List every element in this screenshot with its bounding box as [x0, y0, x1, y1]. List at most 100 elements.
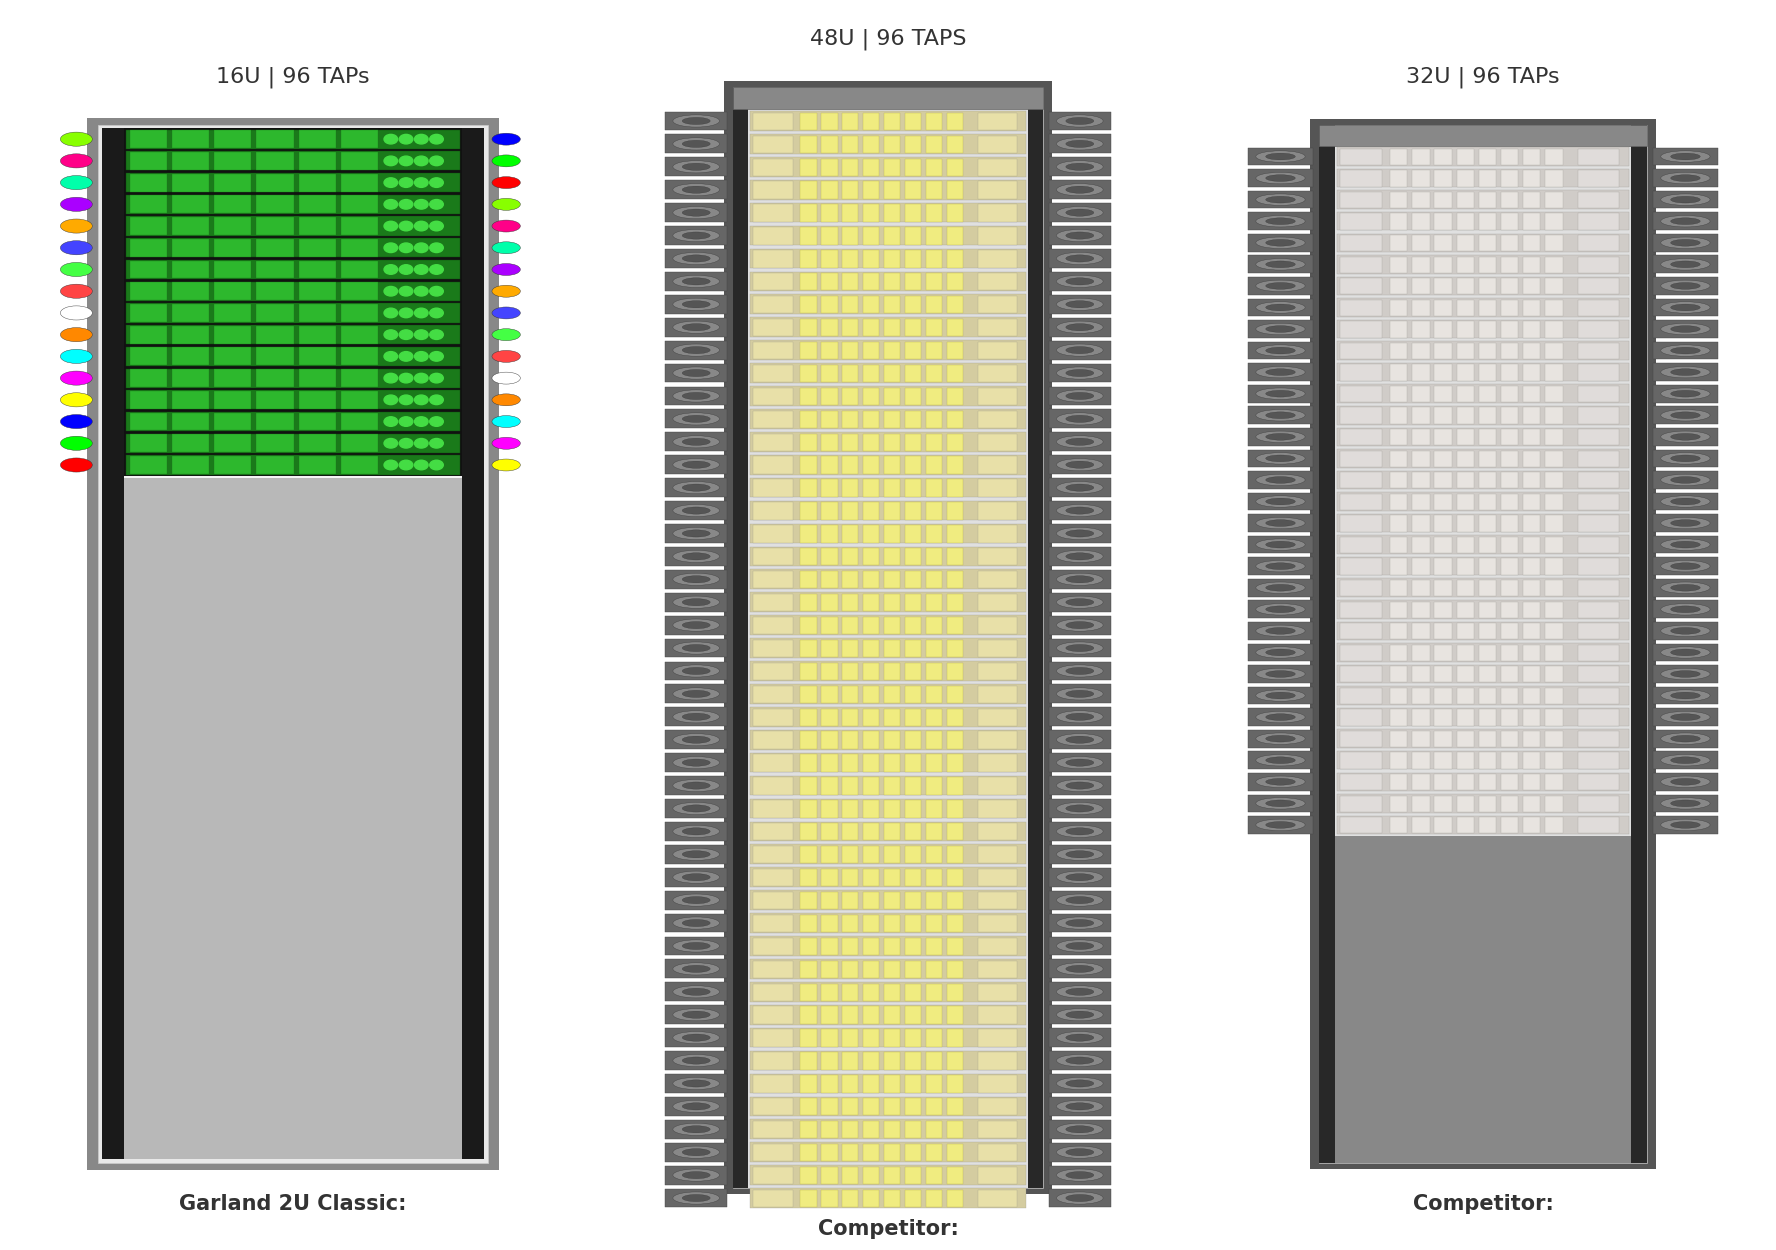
- Ellipse shape: [673, 115, 719, 128]
- Bar: [977, 548, 1016, 565]
- Bar: [1577, 429, 1620, 445]
- Ellipse shape: [1661, 496, 1710, 508]
- Bar: [1412, 342, 1430, 359]
- Bar: [977, 159, 1016, 176]
- Bar: [1456, 472, 1474, 489]
- Bar: [1501, 601, 1518, 618]
- Bar: [1341, 580, 1382, 596]
- Ellipse shape: [1057, 253, 1103, 265]
- Bar: [863, 869, 879, 886]
- Bar: [1247, 255, 1312, 274]
- Bar: [842, 869, 858, 886]
- Bar: [947, 731, 963, 749]
- Bar: [925, 204, 943, 221]
- Bar: [664, 1051, 726, 1070]
- Bar: [977, 135, 1016, 152]
- Bar: [1247, 191, 1312, 209]
- Bar: [884, 960, 900, 978]
- Bar: [1501, 214, 1518, 230]
- Ellipse shape: [1066, 301, 1094, 308]
- Bar: [753, 479, 792, 496]
- Bar: [130, 130, 167, 148]
- Bar: [1391, 622, 1407, 640]
- Bar: [884, 662, 900, 680]
- Bar: [1048, 799, 1112, 818]
- Ellipse shape: [1256, 669, 1305, 680]
- Ellipse shape: [1266, 800, 1295, 806]
- Bar: [801, 181, 817, 199]
- Bar: [801, 272, 817, 290]
- Bar: [1545, 170, 1563, 186]
- Bar: [884, 1006, 900, 1024]
- Bar: [884, 272, 900, 290]
- Bar: [925, 479, 943, 496]
- Bar: [801, 434, 817, 451]
- Bar: [1545, 580, 1563, 596]
- Bar: [126, 260, 460, 279]
- Bar: [1456, 645, 1474, 661]
- Bar: [842, 846, 858, 864]
- Bar: [842, 594, 858, 611]
- Bar: [1524, 774, 1540, 790]
- Ellipse shape: [673, 1009, 719, 1021]
- Ellipse shape: [1057, 1009, 1103, 1021]
- Bar: [256, 152, 293, 170]
- Ellipse shape: [1661, 301, 1710, 314]
- Ellipse shape: [682, 965, 710, 972]
- Bar: [977, 525, 1016, 542]
- Bar: [842, 822, 858, 840]
- Bar: [1341, 300, 1382, 316]
- Circle shape: [400, 330, 412, 340]
- Bar: [1524, 580, 1540, 596]
- Bar: [1391, 450, 1407, 468]
- Bar: [749, 707, 1027, 726]
- Ellipse shape: [1066, 828, 1094, 835]
- Bar: [1341, 235, 1382, 251]
- Ellipse shape: [1266, 348, 1295, 354]
- Circle shape: [414, 460, 428, 470]
- Bar: [130, 434, 167, 452]
- Bar: [341, 282, 378, 300]
- Ellipse shape: [1066, 920, 1094, 926]
- Bar: [130, 304, 167, 321]
- Bar: [664, 479, 726, 498]
- Bar: [1479, 688, 1495, 704]
- Bar: [1545, 342, 1563, 359]
- Circle shape: [400, 351, 412, 361]
- Bar: [172, 174, 210, 191]
- Bar: [925, 1166, 943, 1184]
- Bar: [1577, 300, 1620, 316]
- Bar: [884, 1121, 900, 1139]
- Bar: [1341, 408, 1382, 424]
- Bar: [884, 594, 900, 611]
- Bar: [1341, 149, 1382, 165]
- Bar: [801, 685, 817, 702]
- Bar: [1501, 818, 1518, 834]
- Bar: [1524, 450, 1540, 468]
- Ellipse shape: [1256, 215, 1305, 227]
- Bar: [1456, 279, 1474, 295]
- Bar: [172, 130, 210, 148]
- Bar: [256, 260, 293, 279]
- Bar: [1391, 515, 1407, 531]
- Bar: [947, 1006, 963, 1024]
- Bar: [1652, 450, 1717, 468]
- Bar: [1479, 752, 1495, 769]
- Bar: [215, 391, 252, 409]
- Bar: [1652, 579, 1717, 596]
- Bar: [801, 709, 817, 726]
- Bar: [821, 1075, 838, 1092]
- Ellipse shape: [1057, 986, 1103, 998]
- Bar: [1048, 204, 1112, 222]
- Ellipse shape: [1066, 140, 1094, 148]
- Bar: [1545, 472, 1563, 489]
- Bar: [1435, 300, 1451, 316]
- Ellipse shape: [673, 138, 719, 150]
- Bar: [1545, 256, 1563, 272]
- Bar: [1456, 300, 1474, 316]
- Bar: [1412, 214, 1430, 230]
- Bar: [1577, 622, 1620, 640]
- Bar: [947, 272, 963, 290]
- Bar: [1337, 535, 1629, 554]
- Bar: [821, 410, 838, 428]
